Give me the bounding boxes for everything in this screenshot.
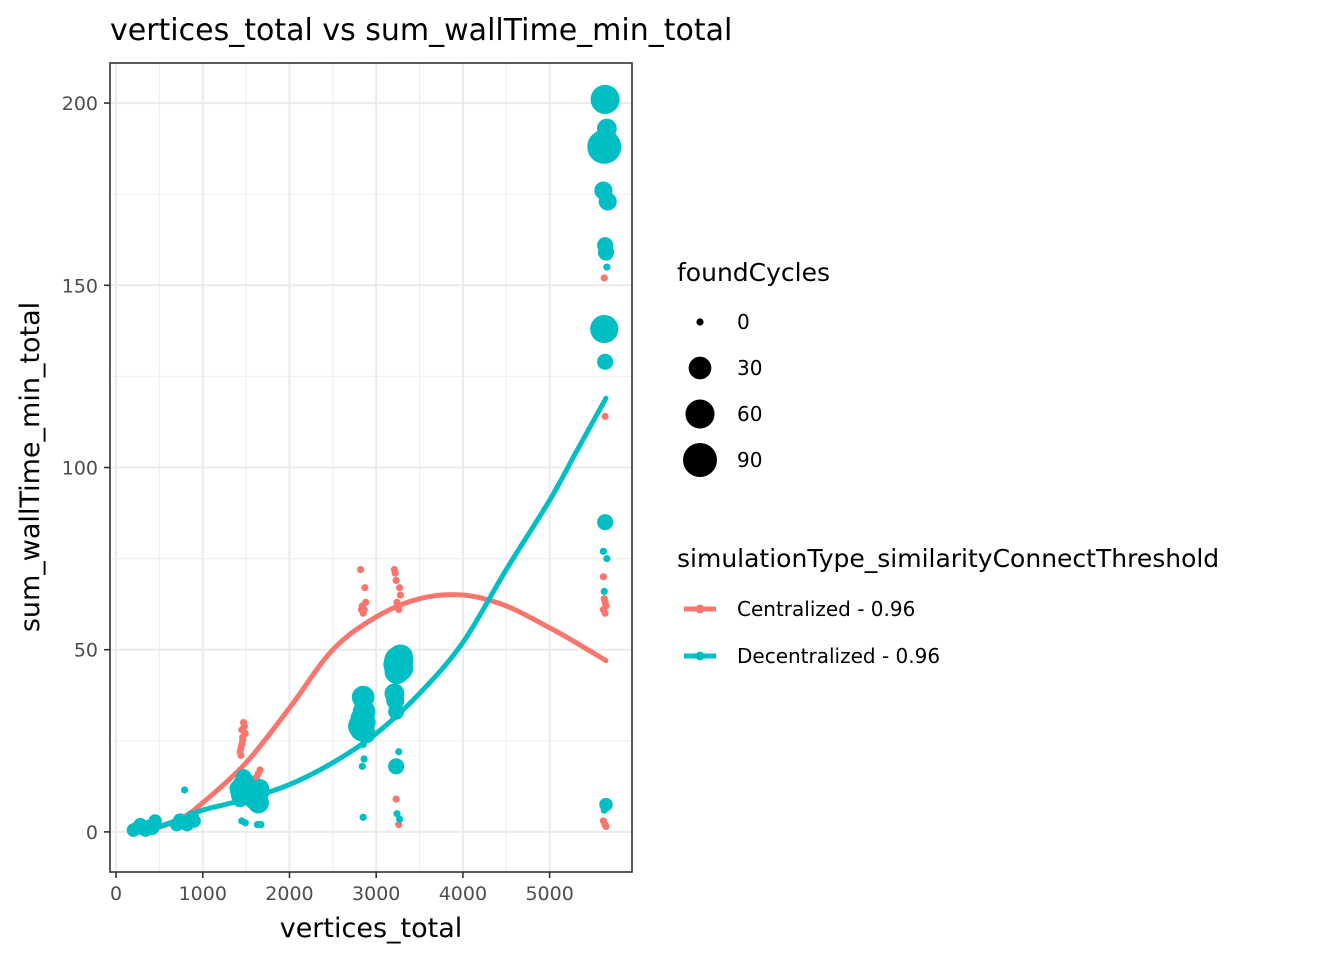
data-point	[359, 813, 367, 821]
data-point	[600, 806, 608, 814]
y-axis-label: sum_wallTime_min_total	[15, 302, 46, 632]
data-point	[590, 84, 620, 114]
data-point	[396, 591, 405, 599]
data-point	[603, 263, 611, 271]
data-point	[356, 565, 365, 574]
data-point	[598, 192, 617, 211]
data-point	[384, 659, 410, 685]
data-point	[362, 598, 370, 606]
data-point	[253, 783, 270, 800]
data-point	[603, 555, 611, 563]
data-point	[360, 755, 368, 763]
data-point	[599, 573, 607, 581]
data-points	[126, 84, 622, 837]
data-point	[357, 606, 366, 614]
data-point	[231, 791, 249, 808]
color-legend-dot	[695, 651, 705, 661]
size-legend: foundCycles 0 30 60 90	[677, 258, 830, 477]
data-point	[187, 814, 201, 828]
x-tick-label: 2000	[265, 883, 313, 905]
size-legend-key	[683, 443, 717, 477]
y-tick-label: 100	[62, 458, 98, 480]
data-point	[396, 584, 404, 592]
x-tick-label: 0	[110, 883, 122, 905]
x-tick-label: 5000	[525, 883, 573, 905]
size-legend-label: 0	[737, 310, 750, 334]
data-point	[180, 786, 189, 794]
size-legend-label: 90	[737, 448, 762, 472]
data-point	[395, 748, 403, 756]
color-legend-title: simulationType_similarityConnectThreshol…	[677, 544, 1219, 573]
data-point	[597, 353, 614, 370]
data-point	[600, 274, 608, 282]
x-tick-label: 4000	[439, 883, 487, 905]
data-point	[601, 609, 609, 617]
data-point	[597, 514, 614, 531]
data-point	[392, 795, 400, 803]
size-legend-key	[688, 356, 712, 380]
y-tick-label: 50	[74, 640, 98, 662]
data-point	[392, 576, 400, 585]
chart-title: vertices_total vs sum_wallTime_min_total	[110, 13, 732, 48]
grid	[110, 63, 632, 872]
data-point	[601, 412, 609, 421]
size-legend-label: 60	[737, 402, 762, 426]
size-legend-label: 30	[737, 356, 762, 380]
data-point	[237, 744, 245, 752]
data-point	[358, 762, 366, 770]
data-point	[235, 769, 252, 786]
data-point	[359, 740, 367, 749]
axis-ticks: 0 1000 2000 3000 4000 5000 0 50 100 150 200	[62, 93, 574, 905]
data-point	[240, 722, 249, 730]
color-legend-dot	[695, 604, 705, 614]
data-point	[355, 723, 376, 744]
y-tick-label: 150	[62, 275, 98, 297]
y-tick-label: 200	[62, 93, 98, 115]
data-point	[148, 814, 162, 828]
data-point	[241, 729, 249, 738]
data-point	[241, 819, 249, 827]
size-legend-title: foundCycles	[677, 258, 830, 287]
data-point	[597, 244, 615, 261]
data-point	[391, 569, 399, 577]
data-point	[388, 758, 405, 775]
data-point	[388, 703, 405, 720]
color-legend-label: Decentralized - 0.96	[737, 644, 940, 668]
data-point	[396, 815, 404, 823]
data-point	[361, 584, 369, 592]
x-tick-label: 1000	[179, 883, 227, 905]
data-point	[599, 547, 607, 555]
data-point	[602, 822, 610, 831]
data-point	[256, 766, 264, 774]
data-point	[237, 751, 245, 759]
data-point	[590, 314, 619, 344]
x-axis-label: vertices_total	[280, 913, 463, 944]
color-legend-label: Centralized - 0.96	[737, 597, 915, 621]
color-legend: simulationType_similarityConnectThreshol…	[677, 544, 1219, 668]
data-point	[600, 587, 608, 596]
y-tick-label: 0	[86, 822, 98, 844]
size-legend-key	[685, 399, 715, 429]
data-point	[395, 821, 403, 829]
size-legend-key	[696, 318, 704, 326]
data-point	[239, 737, 247, 745]
x-tick-label: 3000	[352, 883, 400, 905]
data-point	[257, 821, 265, 829]
data-point	[393, 810, 401, 818]
data-point	[594, 128, 618, 151]
data-point	[395, 606, 403, 614]
data-point	[351, 685, 375, 709]
fit-line	[139, 592, 609, 835]
